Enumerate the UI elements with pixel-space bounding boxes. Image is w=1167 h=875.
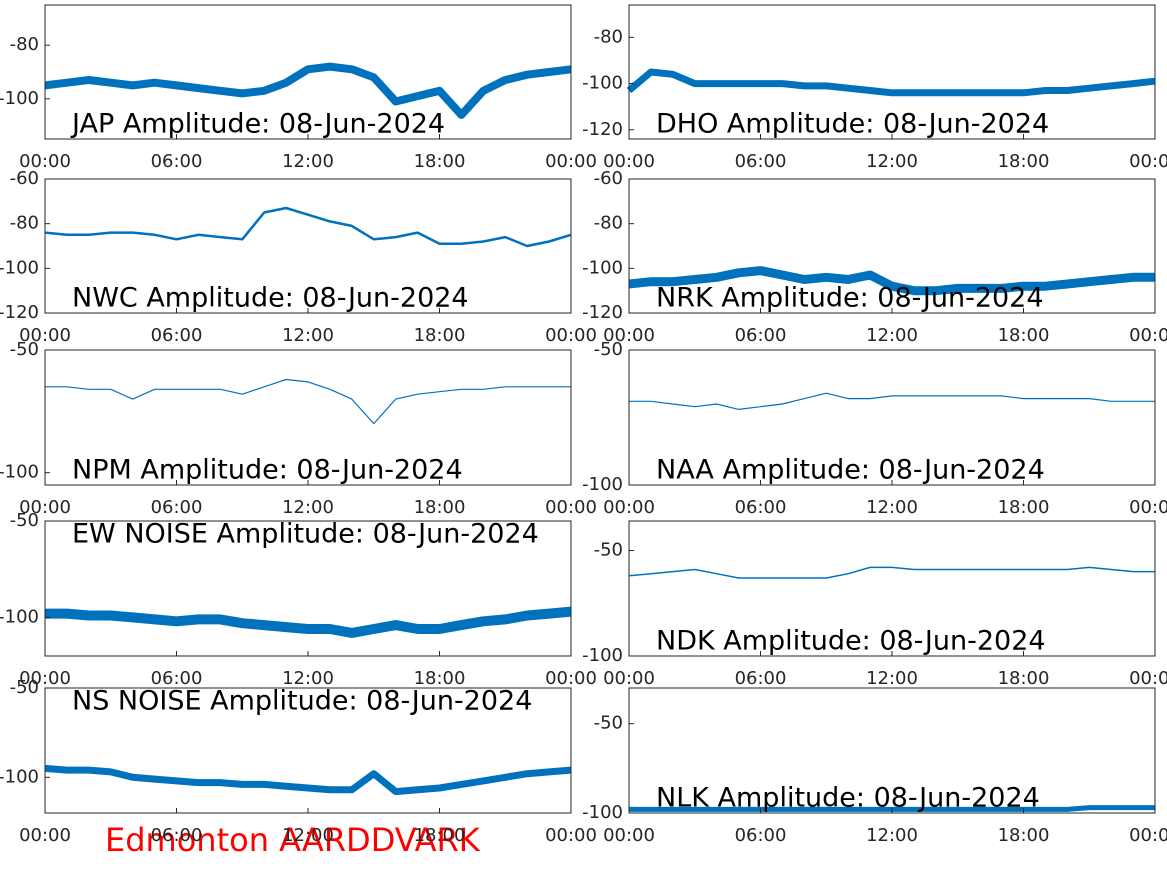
x-tick-label: 06:00 xyxy=(151,825,203,846)
x-tick-label: 00:00 xyxy=(19,325,71,346)
x-tick-label: 18:00 xyxy=(414,497,466,518)
x-tick-label: 00:00 xyxy=(545,668,597,689)
y-tick-label: -100 xyxy=(582,73,623,94)
y-tick-label: -60 xyxy=(10,168,39,189)
y-tick-label: -100 xyxy=(582,257,623,278)
panel-title: JAP Amplitude: 08-Jun-2024 xyxy=(70,109,445,140)
x-tick-label: 18:00 xyxy=(998,325,1050,346)
x-tick-label: 18:00 xyxy=(414,825,466,846)
y-tick-label: -100 xyxy=(582,802,623,823)
x-tick-label: 00:00 xyxy=(545,151,597,172)
y-tick-label: -120 xyxy=(582,119,623,140)
x-tick-label: 12:00 xyxy=(282,825,334,846)
y-tick-label: -120 xyxy=(0,302,39,323)
amplitude-line xyxy=(45,606,572,638)
x-tick-label: 06:00 xyxy=(735,668,787,689)
y-tick-label: -100 xyxy=(0,766,39,787)
panel-title: NDK Amplitude: 08-Jun-2024 xyxy=(656,626,1046,657)
y-tick-label: -60 xyxy=(594,168,623,189)
amplitude-line xyxy=(45,378,571,425)
panel-title: NAA Amplitude: 08-Jun-2024 xyxy=(656,455,1045,486)
amplitude-line xyxy=(44,764,572,796)
panel-title: DHO Amplitude: 08-Jun-2024 xyxy=(656,109,1049,140)
x-tick-label: 12:00 xyxy=(866,497,918,518)
x-tick-label: 12:00 xyxy=(866,151,918,172)
y-tick-label: -120 xyxy=(582,302,623,323)
amplitude-line xyxy=(628,566,1155,579)
panel-title: NLK Amplitude: 08-Jun-2024 xyxy=(656,783,1040,814)
amplitude-line xyxy=(628,266,1155,296)
panel-title: NWC Amplitude: 08-Jun-2024 xyxy=(72,283,469,314)
x-tick-label: 12:00 xyxy=(866,825,918,846)
y-tick-label: -100 xyxy=(582,474,623,495)
x-tick-label: 18:00 xyxy=(998,668,1050,689)
y-tick-label: -100 xyxy=(0,606,39,627)
panel-title: NPM Amplitude: 08-Jun-2024 xyxy=(72,455,463,486)
x-tick-label: 12:00 xyxy=(282,497,334,518)
x-tick-label: 18:00 xyxy=(998,825,1050,846)
x-tick-label: 12:00 xyxy=(866,668,918,689)
x-tick-label: 00:00 xyxy=(603,151,655,172)
panel-title: EW NOISE Amplitude: 08-Jun-2024 xyxy=(72,519,539,550)
y-tick-label: -50 xyxy=(10,339,39,360)
x-tick-label: 12:00 xyxy=(282,668,334,689)
x-tick-label: 06:00 xyxy=(735,151,787,172)
y-tick-label: -100 xyxy=(0,257,39,278)
y-tick-label: -80 xyxy=(10,213,39,234)
x-tick-label: 18:00 xyxy=(414,325,466,346)
panel-title: NRK Amplitude: 08-Jun-2024 xyxy=(656,283,1044,314)
x-tick-label: 00:00 xyxy=(19,151,71,172)
x-tick-label: 18:00 xyxy=(998,497,1050,518)
y-tick-label: -50 xyxy=(594,540,623,561)
x-tick-label: 18:00 xyxy=(414,668,466,689)
x-tick-label: 06:00 xyxy=(151,325,203,346)
y-tick-label: -80 xyxy=(594,26,623,47)
x-tick-label: 00:00 xyxy=(19,668,71,689)
y-tick-label: -50 xyxy=(10,677,39,698)
x-tick-label: 06:00 xyxy=(151,668,203,689)
x-tick-label: 06:00 xyxy=(735,497,787,518)
x-tick-label: 00:00 xyxy=(545,497,597,518)
x-tick-label: 12:00 xyxy=(282,325,334,346)
x-tick-label: 00:00 xyxy=(603,497,655,518)
x-tick-label: 00:00 xyxy=(603,825,655,846)
x-tick-label: 00:00 xyxy=(1129,668,1167,689)
y-tick-label: -100 xyxy=(582,645,623,666)
y-tick-label: -100 xyxy=(0,88,39,109)
x-tick-label: 12:00 xyxy=(282,151,334,172)
amplitude-line xyxy=(44,206,572,248)
x-tick-label: 00:00 xyxy=(603,668,655,689)
y-tick-label: -50 xyxy=(10,510,39,531)
footer: Edmonton AARDDVARK xyxy=(105,821,481,859)
x-tick-label: 00:00 xyxy=(603,325,655,346)
x-tick-label: 06:00 xyxy=(151,497,203,518)
x-tick-label: 00:00 xyxy=(545,825,597,846)
x-tick-label: 06:00 xyxy=(735,325,787,346)
panel-title: NS NOISE Amplitude: 08-Jun-2024 xyxy=(72,686,532,717)
x-tick-label: 00:00 xyxy=(1129,325,1167,346)
x-tick-label: 06:00 xyxy=(735,825,787,846)
x-tick-label: 18:00 xyxy=(998,151,1050,172)
y-tick-label: -80 xyxy=(10,34,39,55)
amplitude-line xyxy=(629,392,1155,410)
x-tick-label: 00:00 xyxy=(19,825,71,846)
y-tick-label: -80 xyxy=(594,213,623,234)
x-tick-label: 06:00 xyxy=(151,151,203,172)
amplitude-line xyxy=(626,68,1156,97)
x-tick-label: 00:00 xyxy=(545,325,597,346)
x-tick-label: 12:00 xyxy=(866,325,918,346)
x-tick-label: 00:00 xyxy=(1129,497,1167,518)
y-tick-label: -50 xyxy=(594,339,623,360)
amplitude-line xyxy=(44,62,572,119)
x-tick-label: 00:00 xyxy=(1129,151,1167,172)
x-tick-label: 18:00 xyxy=(414,151,466,172)
y-tick-label: -100 xyxy=(0,462,39,483)
x-tick-label: 00:00 xyxy=(19,497,71,518)
y-tick-label: -50 xyxy=(594,713,623,734)
x-tick-label: 00:00 xyxy=(1129,825,1167,846)
